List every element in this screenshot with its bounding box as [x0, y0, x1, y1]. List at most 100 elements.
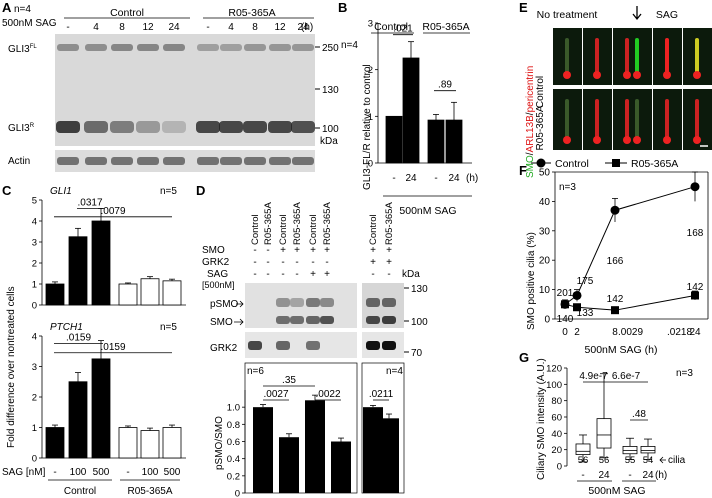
a-band-r — [291, 121, 315, 133]
a-band-fl — [292, 44, 314, 51]
d-mw-70: 70 — [411, 348, 423, 359]
c-gene-gli1: GLI1 — [50, 186, 72, 197]
c-group-control: Control — [64, 486, 96, 497]
a-band-actin — [269, 157, 291, 165]
f-series-line — [564, 186, 696, 305]
g-count: 54 — [643, 455, 654, 466]
f-legend-marker-r05 — [612, 159, 620, 167]
g-ylabel: Ciliary SMO intensity (A.U.) — [536, 358, 547, 480]
d-row-sag: SAG — [207, 269, 228, 280]
b-xlabel: 500nM SAG — [399, 205, 456, 217]
g-box — [575, 443, 591, 455]
panel-f: Control R05-365A n=3 SMO positive cilia … — [526, 158, 709, 356]
c2-ytick: 2 — [32, 393, 37, 404]
c1-ytick: 1 — [32, 280, 37, 291]
d-lane-label: R05-365A — [384, 202, 395, 245]
d-grid-cell: + — [280, 245, 286, 256]
a-band-r — [84, 121, 108, 133]
d-band-smo — [276, 316, 290, 324]
panel-letter-c: C — [2, 183, 12, 198]
d-row-grk2: GRK2 — [202, 257, 230, 268]
d-band-grk2 — [366, 341, 380, 350]
b-xtick: - — [434, 173, 437, 184]
d-band-psmo — [382, 298, 396, 307]
a-band-actin — [220, 157, 242, 165]
f-xtick: 2 — [574, 327, 580, 338]
a-mw-250: 250 — [322, 43, 339, 54]
g-box — [596, 418, 612, 449]
d-ytick: 0.4 — [227, 454, 240, 465]
d-grid-cell: - — [295, 269, 298, 280]
c1-pvalue-b: .0079 — [100, 206, 125, 217]
g-xtick: - — [628, 470, 631, 481]
f-point-control — [572, 290, 582, 300]
b-pvalue-r05: .89 — [438, 80, 452, 91]
f-point-control — [610, 205, 620, 215]
f-legend-r05: R05-365A — [631, 158, 678, 170]
b-bar — [445, 119, 463, 164]
d-grid-cell: + — [386, 257, 392, 268]
c2-ytick: 0 — [32, 454, 37, 465]
f-legend-control: Control — [555, 158, 589, 170]
c-chart-ptch1: 0 1 2 3 4 .0159 .0159 - 100 500 - 100 500 — [32, 332, 186, 478]
a-band-r — [110, 121, 134, 133]
panel-letter-b: B — [338, 0, 347, 15]
e-centrosome — [693, 71, 701, 79]
g-time-unit: (h) — [655, 470, 667, 481]
a-group-r05: R05-365A — [228, 7, 275, 19]
b-xtick: - — [392, 173, 395, 184]
a-band-actin — [197, 157, 219, 165]
d-band-grk2 — [306, 341, 320, 350]
a-time-unit: (h) — [301, 22, 313, 33]
a-band-gli3r: GLI3R — [8, 123, 35, 134]
b-time-unit: (h) — [466, 173, 478, 184]
f-legend-marker-control — [536, 158, 546, 168]
f-count-r05: 140 — [557, 314, 574, 325]
e-centrosome — [633, 136, 641, 144]
f-point-r05 — [561, 300, 569, 309]
d-grid-cell: + — [370, 245, 376, 256]
a-band-fl — [220, 44, 242, 51]
a-time-label: 8 — [119, 22, 125, 33]
f-count-r05: 133 — [577, 308, 594, 319]
d-grid-cell: - — [325, 257, 328, 268]
f-count-control: 201 — [557, 288, 574, 299]
a-band-r — [136, 121, 160, 133]
panel-d: Control R05-365A Control R05-365A Control R05… — [202, 202, 428, 498]
d-band-smo — [320, 316, 334, 324]
f-n-label: n=3 — [559, 182, 576, 193]
c1-bar — [118, 283, 138, 306]
c2-ytick: 4 — [32, 332, 37, 343]
d-band-psmo — [366, 298, 380, 307]
a-band-r — [196, 121, 220, 133]
c1-ytick: 0 — [32, 301, 37, 312]
c-xtick: 100 — [142, 467, 159, 478]
c-chart-gli1: 0 1 2 3 4 5 .0317.0079 — [32, 196, 186, 312]
d-bar — [331, 441, 351, 493]
c1-ytick: 2 — [32, 259, 37, 270]
g-ytick: 40 — [551, 429, 562, 440]
c2-ytick: 1 — [32, 423, 37, 434]
a-time-label: - — [66, 22, 69, 33]
d-grid-cell: - — [253, 269, 256, 280]
g-ytick: 80 — [551, 396, 562, 407]
g-ytick: 0 — [557, 462, 562, 473]
b-ytick: 1 — [368, 112, 373, 123]
e-centrosome — [593, 136, 601, 144]
c1-bar — [91, 220, 111, 306]
d-plus-minus-grid: - - + + + + + +- - - - - - + +- - - - + + - - — [253, 245, 392, 280]
d-bar — [253, 407, 273, 493]
c1-pvalue-a: .0317 — [77, 197, 102, 208]
a-time-label: 24 — [297, 22, 309, 33]
d-grid-cell: + — [310, 269, 316, 280]
c-xtick: 500 — [164, 467, 181, 478]
a-band-fl — [111, 44, 133, 51]
d-bar — [379, 418, 399, 493]
f-xlabel: 500nM SAG (h) — [585, 344, 658, 356]
g-cilia-label: cilia — [668, 455, 686, 466]
f-ytick: 20 — [539, 256, 551, 267]
g-ytick: 20 — [551, 445, 562, 456]
d-pvalue-b: .0027 — [263, 389, 288, 400]
a-band-r — [268, 121, 292, 133]
